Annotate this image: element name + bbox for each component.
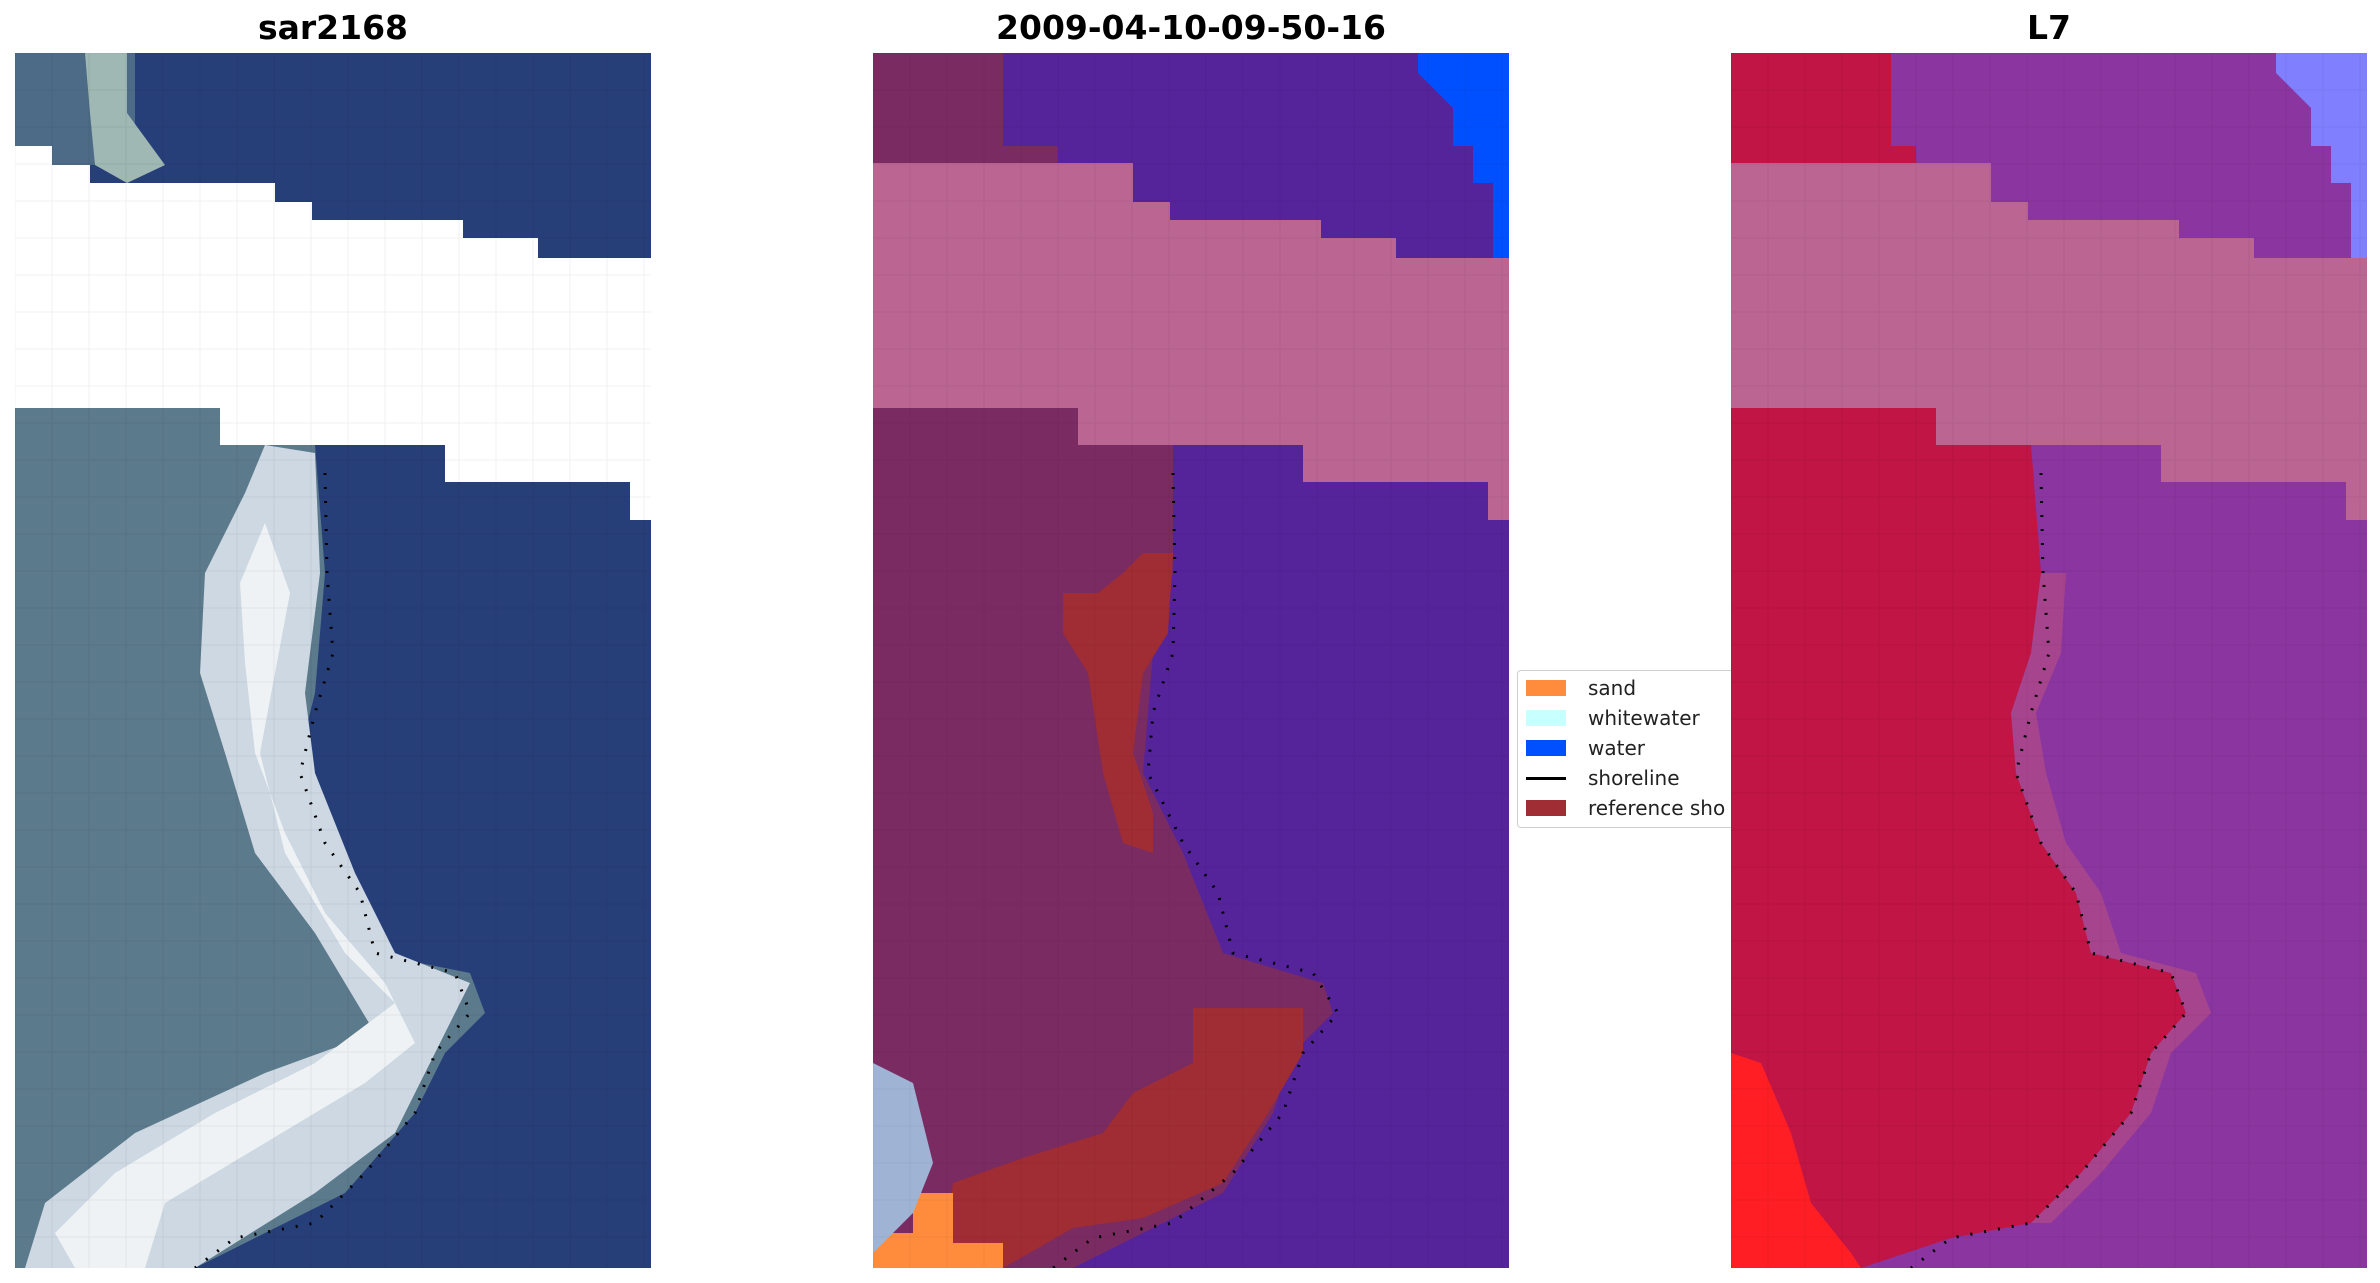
falsecolor-image-panel (1731, 53, 2367, 1268)
classified-image (873, 53, 1509, 1268)
rgb-image (15, 53, 651, 1268)
rgb-image-panel (15, 53, 651, 1268)
legend-swatch-sand (1526, 680, 1566, 696)
legend: sand whitewater water shoreline referenc… (1517, 670, 1737, 828)
panel-title-falsecolor: L7 (2027, 8, 2071, 47)
legend-swatch-reference-shoreline (1526, 800, 1566, 816)
legend-label-shoreline: shoreline (1588, 766, 1680, 790)
legend-item-water: water (1526, 735, 1645, 761)
false-shoreline (1910, 472, 2188, 1268)
legend-item-sand: sand (1526, 675, 1636, 701)
false-pixel-grid (1731, 53, 2367, 1268)
rgb-pixel-grid (15, 53, 651, 1268)
legend-label-water: water (1588, 736, 1645, 760)
class-pixel-grid (873, 53, 1509, 1268)
rgb-shoreline (194, 472, 472, 1268)
legend-label-whitewater: whitewater (1588, 706, 1700, 730)
legend-swatch-water (1526, 740, 1566, 756)
legend-item-reference-shoreline: reference sho (1526, 795, 1725, 821)
panel-title-rgb: sar2168 (257, 8, 409, 47)
classified-image-panel (873, 53, 1509, 1268)
legend-item-whitewater: whitewater (1526, 705, 1700, 731)
legend-label-reference-shoreline: reference sho (1588, 796, 1726, 820)
legend-item-shoreline: shoreline (1526, 765, 1680, 791)
legend-swatch-whitewater (1526, 710, 1566, 726)
class-shoreline (1052, 472, 1340, 1268)
legend-label-sand: sand (1588, 676, 1637, 700)
falsecolor-image (1731, 53, 2367, 1268)
panel-title-classified: 2009-04-10-09-50-16 (996, 8, 1386, 47)
legend-line-shoreline (1526, 776, 1566, 780)
